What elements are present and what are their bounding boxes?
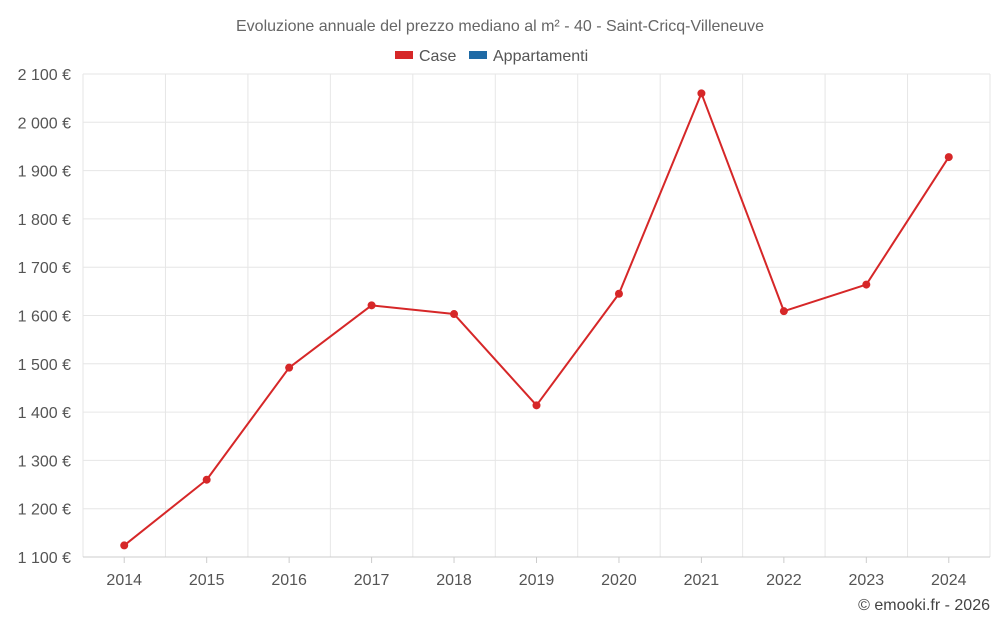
y-tick-label: 1 500 € <box>18 357 71 374</box>
y-axis-ticks: 1 100 € 1 200 € 1 300 € 1 400 € 1 500 € 1 600… <box>18 67 71 567</box>
legend-swatch-appartamenti <box>469 51 487 59</box>
x-tick-label: 2023 <box>849 572 885 589</box>
legend-label-case[interactable]: Case <box>419 48 456 65</box>
credit-text: © emooki.fr - 2026 <box>858 597 990 614</box>
data-point-case <box>697 89 706 98</box>
series-case <box>120 89 953 550</box>
legend-swatch-case <box>395 51 413 59</box>
data-point-case <box>202 475 211 484</box>
legend: Case Appartamenti <box>395 48 588 65</box>
x-tick-label: 2019 <box>519 572 555 589</box>
x-axis-ticks: 2014 2015 2016 2017 2018 2019 2020 2021 2022 2023… <box>106 557 967 589</box>
horizontal-gridlines <box>83 73 990 558</box>
x-tick-label: 2017 <box>354 572 390 589</box>
data-point-case <box>285 363 294 372</box>
x-tick-label: 2016 <box>271 572 307 589</box>
x-tick-label: 2015 <box>189 572 225 589</box>
data-point-case <box>120 541 129 550</box>
legend-label-appartamenti[interactable]: Appartamenti <box>493 48 588 65</box>
data-point-case <box>862 280 871 289</box>
x-tick-label: 2018 <box>436 572 472 589</box>
y-tick-label: 2 100 € <box>18 67 71 84</box>
chart-title: Evoluzione annuale del prezzo mediano al… <box>236 18 764 35</box>
y-tick-label: 1 900 € <box>18 164 71 181</box>
x-tick-label: 2014 <box>106 572 142 589</box>
y-tick-label: 1 200 € <box>18 502 71 519</box>
data-point-case <box>614 289 623 298</box>
x-tick-label: 2022 <box>766 572 802 589</box>
x-tick-label: 2021 <box>684 572 720 589</box>
data-point-case <box>450 310 459 319</box>
y-tick-label: 1 600 € <box>18 309 71 326</box>
y-tick-label: 1 100 € <box>18 550 71 567</box>
x-tick-label: 2024 <box>931 572 967 589</box>
y-tick-label: 1 800 € <box>18 212 71 229</box>
data-point-case <box>532 401 541 410</box>
data-point-case <box>779 307 788 316</box>
x-tick-label: 2020 <box>601 572 637 589</box>
y-tick-label: 1 400 € <box>18 405 71 422</box>
y-tick-label: 2 000 € <box>18 115 71 132</box>
y-tick-label: 1 300 € <box>18 453 71 470</box>
y-tick-label: 1 700 € <box>18 260 71 277</box>
data-point-case <box>944 153 953 162</box>
data-point-case <box>367 301 376 310</box>
